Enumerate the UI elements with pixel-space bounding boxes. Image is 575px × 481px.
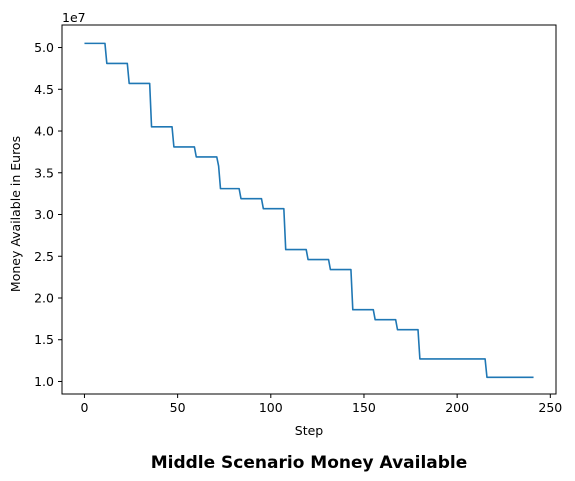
series-line-0 (84, 42, 534, 379)
y-tick-label: 5.0 (34, 40, 54, 55)
y-axis-ticks: 1.0 1.5 2.0 2.5 3.0 3.5 4.0 4.5 5.0 (34, 40, 62, 389)
y-tick-label: 2.5 (34, 249, 54, 264)
y-tick-label: 3.5 (34, 165, 54, 180)
x-tick-label: 100 (259, 400, 283, 415)
x-axis-label: Step (295, 423, 324, 438)
y-tick-label: 4.0 (34, 124, 54, 139)
x-tick-label: 50 (170, 400, 186, 415)
y-axis-offset-label: 1e7 (62, 10, 86, 25)
y-tick-label: 4.5 (34, 82, 54, 97)
y-tick-label: 1.5 (34, 332, 54, 347)
plot-frame (61, 24, 557, 395)
x-tick-label: 150 (352, 400, 376, 415)
plot-area (61, 24, 557, 395)
y-tick-label: 2.0 (34, 290, 54, 305)
x-tick-label: 0 (80, 400, 88, 415)
chart-title: Middle Scenario Money Available (151, 453, 468, 473)
y-tick-label: 3.0 (34, 207, 54, 222)
y-tick-label: 1.0 (34, 374, 54, 389)
x-axis-ticks: 0 50 100 150 200 250 (80, 394, 562, 415)
x-tick-label: 250 (538, 400, 562, 415)
y-axis-label: Money Available in Euros (8, 136, 23, 292)
x-tick-label: 200 (445, 400, 469, 415)
